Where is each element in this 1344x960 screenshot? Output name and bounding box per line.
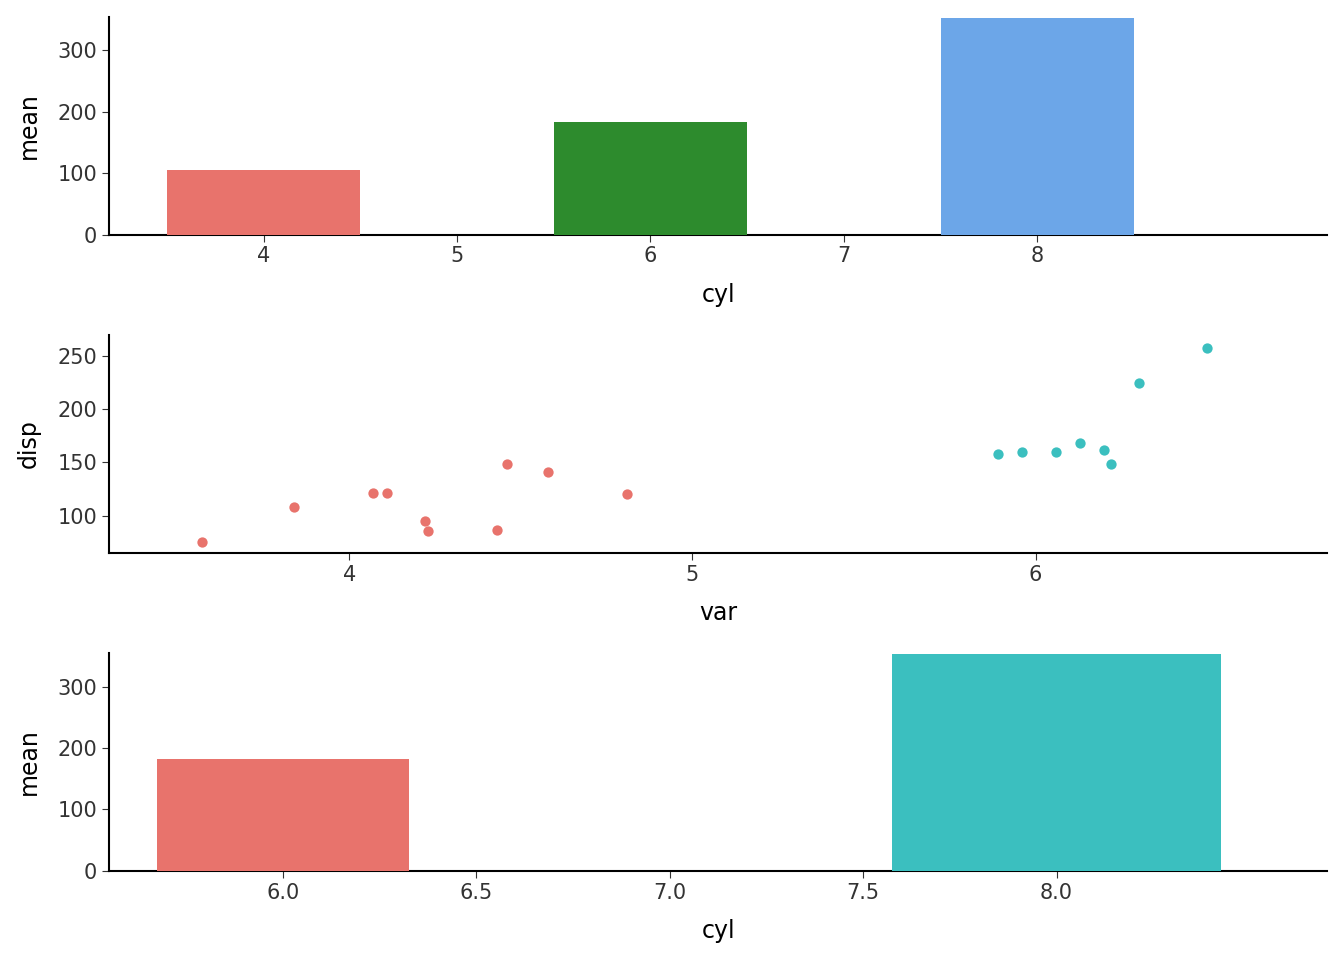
Y-axis label: mean: mean [16, 92, 40, 159]
Point [418, 524, 439, 540]
Point [1101, 457, 1122, 472]
Point [1070, 436, 1091, 451]
Point [986, 446, 1008, 462]
Point [284, 499, 305, 515]
Point [1011, 444, 1032, 460]
Y-axis label: mean: mean [16, 729, 40, 795]
Point [1128, 375, 1149, 391]
Point [1196, 340, 1218, 355]
X-axis label: var: var [699, 601, 737, 625]
Point [538, 465, 559, 480]
Bar [892, 654, 1220, 871]
Bar [167, 170, 360, 234]
Point [496, 457, 517, 472]
X-axis label: cyl: cyl [702, 283, 735, 307]
Point [487, 522, 508, 538]
Point [414, 514, 435, 529]
Point [376, 486, 398, 501]
Point [1094, 442, 1116, 457]
Point [191, 535, 212, 550]
Bar [157, 758, 409, 871]
Bar [941, 18, 1134, 234]
Bar [554, 122, 747, 234]
X-axis label: cyl: cyl [702, 920, 735, 944]
Point [617, 487, 638, 502]
Point [1046, 444, 1067, 460]
Point [363, 486, 384, 501]
Y-axis label: disp: disp [16, 420, 40, 468]
